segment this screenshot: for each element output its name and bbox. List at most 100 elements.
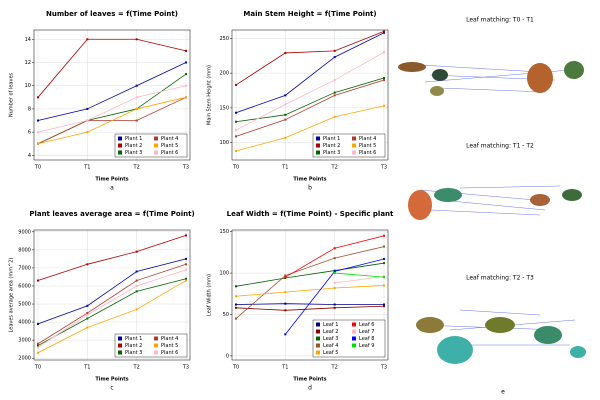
legend-label: Plant 3 [125, 150, 142, 156]
plot-frame [33, 229, 191, 361]
point [86, 107, 89, 110]
x-tick-label: T3 [380, 365, 387, 371]
point [235, 120, 237, 123]
legend-swatch [118, 343, 122, 348]
y-tick-label: 4000 [18, 320, 31, 326]
legend-swatch [352, 136, 356, 141]
legend-swatch [154, 136, 158, 141]
point [383, 245, 385, 248]
match-lines [419, 64, 576, 346]
legend-label: Leaf 8 [359, 336, 374, 342]
leaf [430, 86, 444, 96]
series-line [334, 275, 385, 284]
y-tick-label: 8000 [18, 247, 31, 253]
point [383, 51, 385, 54]
y-tick-label: 10 [25, 83, 31, 89]
series-line [235, 246, 385, 319]
series-line [37, 280, 187, 354]
leaf [398, 62, 426, 72]
legend-label: Plant 1 [323, 136, 340, 142]
series-line [37, 263, 187, 345]
legend-swatch [118, 143, 122, 148]
legend-swatch [352, 322, 356, 327]
legend-label: Plant 1 [125, 336, 142, 342]
leaf [416, 317, 444, 333]
point [135, 250, 138, 253]
caption: a [110, 185, 114, 192]
point [333, 115, 336, 118]
legend-label: Plant 3 [125, 350, 142, 356]
point [284, 302, 287, 305]
y-tick-label: 0 [226, 353, 229, 359]
legend-swatch [316, 150, 320, 155]
point [333, 272, 336, 275]
x-tick-label: T0 [232, 165, 239, 171]
x-axis-label: Time Points [293, 377, 326, 383]
point [37, 142, 39, 145]
series-line [235, 305, 385, 311]
caption: b [308, 185, 312, 192]
point [383, 276, 385, 279]
point [333, 91, 336, 94]
point [135, 270, 138, 273]
legend-swatch [154, 150, 158, 155]
y-tick-label: 3000 [18, 338, 31, 344]
legend-label: Leaf 3 [323, 336, 338, 342]
chart-title: Plant leaves average area = f(Time Point… [29, 210, 194, 218]
legend-label: Leaf 5 [323, 350, 338, 356]
point [86, 119, 89, 122]
legend-swatch [118, 350, 122, 355]
leaf [564, 61, 584, 79]
point [284, 94, 287, 97]
legend-swatch [352, 143, 356, 148]
y-axis-label: Main Stem Height (mm) [207, 65, 213, 125]
point [284, 309, 287, 312]
point [86, 313, 89, 316]
chart-title: Leaf Width = f(Time Point) - Specific pl… [227, 210, 394, 218]
legend-label: Plant 5 [161, 143, 178, 149]
point [185, 263, 187, 266]
point [333, 247, 336, 250]
y-tick-label: 200 [219, 71, 229, 77]
y-axis-label: Leaves average area (mm^2) [9, 258, 15, 333]
point [333, 79, 336, 82]
legend-swatch [352, 343, 356, 348]
legend-swatch [316, 136, 320, 141]
y-tick-label: 4 [28, 153, 31, 159]
chart-title: Number of leaves = f(Time Point) [46, 10, 178, 18]
point [383, 76, 385, 79]
legend-swatch [154, 143, 158, 148]
point [135, 279, 138, 282]
point [37, 351, 39, 354]
point [333, 257, 336, 260]
point [235, 303, 237, 306]
series-line [235, 285, 385, 297]
series-line [37, 235, 187, 281]
legend-box [114, 133, 188, 158]
point [86, 263, 89, 266]
leaf [432, 69, 448, 81]
plot-frame [33, 29, 191, 161]
legend-label: Plant 2 [323, 143, 340, 149]
point [235, 149, 237, 152]
y-tick-label: 5000 [18, 302, 31, 308]
legend-swatch [316, 350, 320, 355]
point [284, 276, 287, 279]
legend-label: Plant 5 [161, 343, 178, 349]
point [135, 119, 138, 122]
legend-swatch [118, 150, 122, 155]
series-line [37, 278, 187, 346]
caption: d [308, 385, 312, 392]
legend-swatch [118, 336, 122, 341]
legend-label: Plant 6 [359, 150, 376, 156]
x-axis-label: Time Points [95, 177, 128, 183]
legend-label: Leaf 2 [323, 329, 338, 335]
point [284, 113, 287, 116]
leaf [434, 188, 462, 202]
point [86, 131, 89, 134]
series-line [37, 258, 187, 325]
legend-box [312, 133, 386, 158]
x-tick-label: T1 [83, 365, 90, 371]
point [383, 234, 385, 237]
series-line [37, 96, 187, 145]
